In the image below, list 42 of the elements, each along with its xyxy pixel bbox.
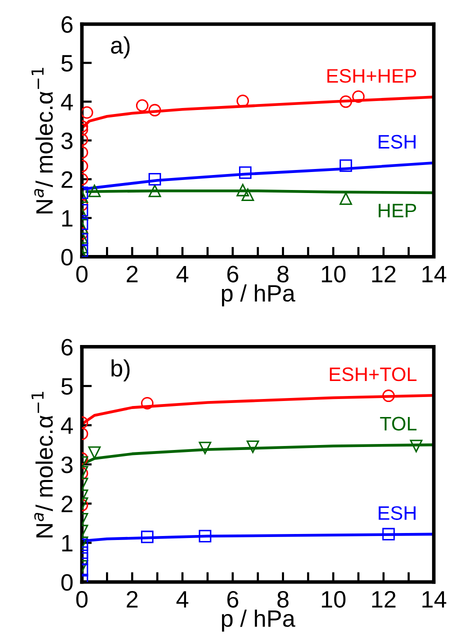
y-tick-label: 0 [61, 248, 73, 266]
series-label: ESH+TOL [330, 367, 416, 382]
x-axis-title: p / hPa [222, 610, 296, 632]
y-tick-label: 1 [62, 535, 72, 552]
y-axis-title: N$^{a}$/ molec.α$^{−1}$ [32, 68, 53, 214]
x-tick-label: 8 [277, 590, 289, 608]
series-label: HEP [378, 204, 416, 218]
x-tick-label: 14 [422, 266, 446, 282]
y-tick-label: 6 [62, 338, 73, 356]
x-tick-label: 4 [176, 266, 188, 282]
series-label: TOL [380, 416, 416, 431]
x-tick-label: 14 [422, 591, 446, 608]
annotation: a) [111, 36, 130, 58]
y-axis-title: N$^{a}$/ molec.α$^{−1}$ [32, 392, 53, 538]
x-tick-label: 8 [277, 266, 289, 282]
x-tick-label: 0 [76, 590, 88, 608]
x-tick-label: 6 [227, 266, 238, 282]
y-tick-label: 3 [61, 132, 73, 150]
x-tick-label: 2 [126, 266, 138, 282]
x-tick-label: 10 [322, 266, 346, 282]
x-axis-title: p / hPa [222, 284, 296, 306]
y-tick-label: 5 [61, 55, 73, 72]
series-label: ESH [378, 134, 416, 149]
series-label: ESH+HEP [327, 69, 416, 83]
y-tick-label: 2 [62, 171, 72, 188]
y-tick-label: 1 [62, 210, 72, 227]
x-tick-label: 6 [227, 590, 238, 608]
x-tick-label: 10 [322, 590, 346, 608]
y-tick-label: 4 [60, 418, 73, 434]
y-tick-label: 3 [61, 456, 73, 474]
x-tick-label: 12 [372, 590, 396, 608]
x-tick-label: 12 [372, 266, 396, 282]
y-tick-label: 4 [60, 94, 73, 110]
y-tick-label: 5 [61, 378, 73, 395]
series-label: ESH [378, 506, 416, 520]
y-tick-label: 2 [62, 496, 72, 512]
annotation: b) [112, 359, 130, 382]
x-tick-label: 4 [176, 591, 188, 608]
x-tick-label: 2 [126, 590, 138, 608]
x-tick-label: 0 [76, 266, 88, 282]
y-tick-label: 6 [62, 16, 73, 33]
y-tick-label: 0 [61, 574, 73, 591]
